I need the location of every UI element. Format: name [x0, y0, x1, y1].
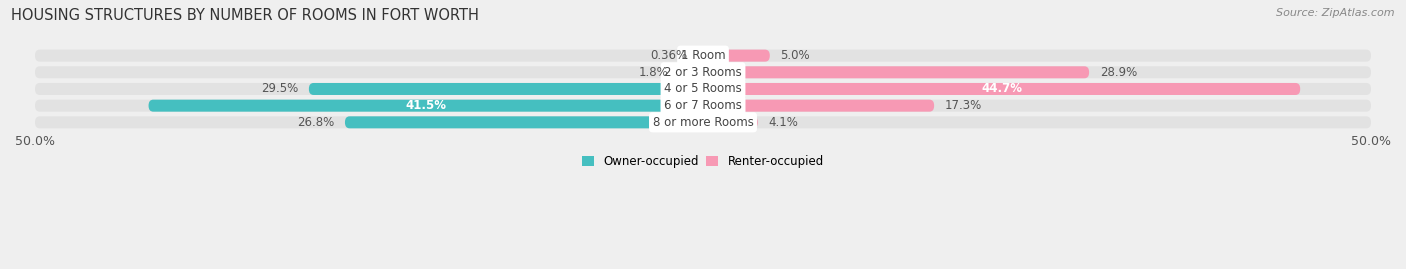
Text: 44.7%: 44.7% [981, 83, 1022, 95]
Text: 0.36%: 0.36% [651, 49, 688, 62]
Text: 4.1%: 4.1% [769, 116, 799, 129]
Text: 5.0%: 5.0% [780, 49, 810, 62]
FancyBboxPatch shape [35, 49, 1371, 62]
Text: 17.3%: 17.3% [945, 99, 981, 112]
Legend: Owner-occupied, Renter-occupied: Owner-occupied, Renter-occupied [582, 155, 824, 168]
Text: Source: ZipAtlas.com: Source: ZipAtlas.com [1277, 8, 1395, 18]
Text: 41.5%: 41.5% [405, 99, 446, 112]
FancyBboxPatch shape [699, 49, 703, 62]
FancyBboxPatch shape [35, 100, 1371, 112]
Text: 8 or more Rooms: 8 or more Rooms [652, 116, 754, 129]
Text: 28.9%: 28.9% [1099, 66, 1137, 79]
Text: 2 or 3 Rooms: 2 or 3 Rooms [664, 66, 742, 79]
Text: 26.8%: 26.8% [297, 116, 335, 129]
Text: 1.8%: 1.8% [638, 66, 668, 79]
FancyBboxPatch shape [679, 66, 703, 78]
Text: 6 or 7 Rooms: 6 or 7 Rooms [664, 99, 742, 112]
FancyBboxPatch shape [703, 49, 770, 62]
FancyBboxPatch shape [149, 100, 703, 112]
FancyBboxPatch shape [703, 116, 758, 128]
FancyBboxPatch shape [703, 83, 1301, 95]
FancyBboxPatch shape [35, 83, 1371, 95]
FancyBboxPatch shape [703, 100, 934, 112]
FancyBboxPatch shape [344, 116, 703, 128]
FancyBboxPatch shape [703, 66, 1090, 78]
FancyBboxPatch shape [35, 116, 1371, 128]
FancyBboxPatch shape [309, 83, 703, 95]
Text: 4 or 5 Rooms: 4 or 5 Rooms [664, 83, 742, 95]
FancyBboxPatch shape [35, 66, 1371, 78]
Text: HOUSING STRUCTURES BY NUMBER OF ROOMS IN FORT WORTH: HOUSING STRUCTURES BY NUMBER OF ROOMS IN… [11, 8, 479, 23]
Text: 29.5%: 29.5% [262, 83, 298, 95]
Text: 1 Room: 1 Room [681, 49, 725, 62]
